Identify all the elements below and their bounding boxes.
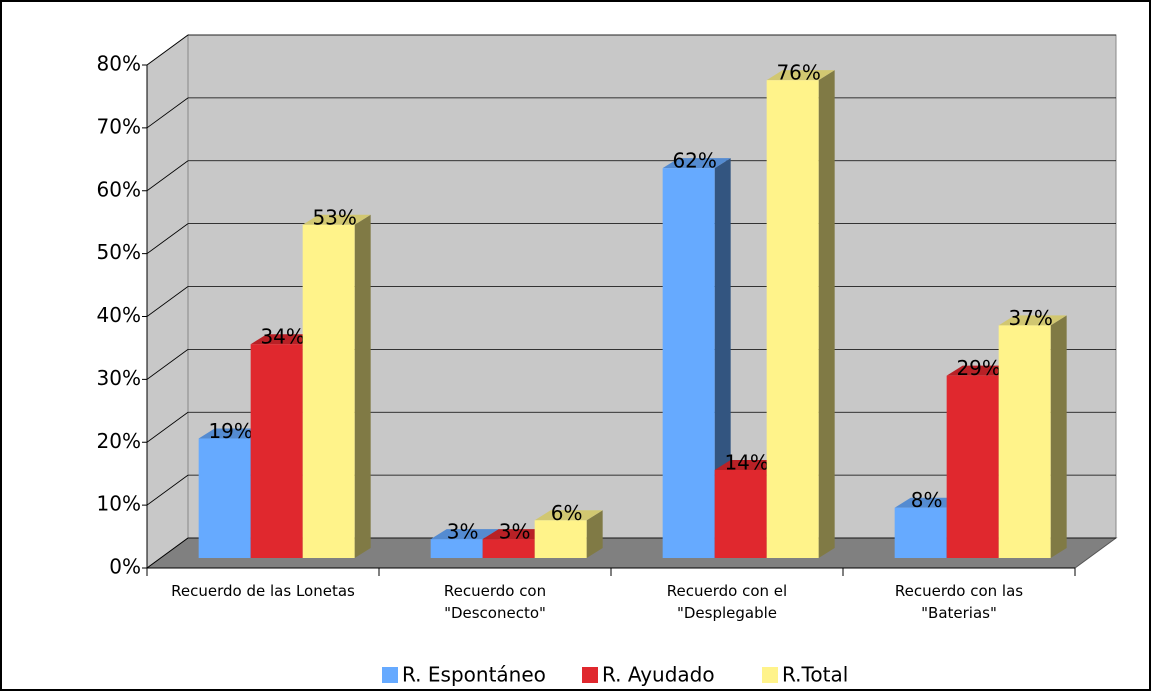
grid-line [146, 286, 189, 317]
y-tick-label: 40% [97, 303, 141, 327]
bar [482, 539, 535, 558]
bar-side [586, 510, 603, 558]
data-label: 3% [499, 520, 531, 544]
bar-top [714, 459, 783, 470]
grid-line [146, 411, 189, 443]
bar [534, 520, 587, 558]
legend-swatch [762, 667, 778, 683]
y-tick-label: 20% [97, 429, 141, 453]
legend-swatch [382, 667, 398, 683]
y-tick-label: 0% [109, 555, 141, 579]
x-tick-label: Recuerdo con el "Desplegable [666, 582, 788, 622]
bar-top [662, 158, 731, 169]
bar [430, 539, 483, 558]
bar-top [430, 529, 499, 540]
data-label: 29% [956, 356, 1000, 380]
grid-line [146, 223, 189, 254]
bar [766, 80, 819, 559]
data-label: 14% [724, 450, 768, 474]
bar [714, 469, 767, 558]
bar-top [946, 365, 1015, 376]
bar-top [198, 428, 267, 439]
grid-line [146, 34, 189, 66]
bar-top [766, 70, 835, 81]
bar-side [354, 214, 371, 558]
data-label: 62% [672, 149, 716, 173]
bar-top [482, 529, 551, 540]
y-tick-label: 30% [97, 366, 141, 390]
bar [998, 325, 1051, 558]
data-label: 34% [260, 325, 304, 349]
legend-label: R.Total [782, 663, 848, 687]
bar-top [250, 334, 319, 345]
bar-top [534, 510, 603, 521]
y-tick-label: 10% [97, 492, 141, 516]
data-label: 76% [776, 61, 820, 85]
bar [250, 344, 303, 558]
bar-side [1050, 315, 1067, 558]
bar-side [818, 70, 835, 559]
bar-top [998, 315, 1067, 326]
x-tick-label: Recuerdo con "Desconecto" [443, 582, 547, 622]
grid-line [146, 349, 189, 380]
data-label: 8% [911, 488, 943, 512]
grid-line [146, 160, 189, 192]
y-tick-label: 60% [97, 177, 141, 201]
bar-top [894, 497, 963, 508]
legend-swatch [582, 667, 598, 683]
bar [302, 224, 355, 558]
legend-label: R. Ayudado [602, 663, 715, 687]
y-tick-label: 70% [97, 114, 141, 138]
grid-line [146, 474, 189, 506]
data-label: 53% [312, 205, 356, 229]
x-tick-label: Recuerdo de las Lonetas [171, 582, 355, 600]
bar [894, 507, 947, 558]
data-label: 6% [551, 501, 583, 525]
y-tick-label: 50% [97, 240, 141, 264]
legend-label: R. Espontáneo [402, 663, 546, 687]
data-label: 19% [208, 419, 252, 443]
grid-line [146, 97, 189, 129]
bar [662, 168, 715, 559]
data-label: 3% [447, 520, 479, 544]
data-label: 37% [1008, 306, 1052, 330]
bar [198, 438, 251, 558]
grid-line [146, 537, 189, 569]
bar [946, 375, 999, 558]
bar-top [302, 214, 371, 225]
y-tick-label: 80% [97, 52, 141, 76]
bar-side [714, 158, 731, 559]
x-tick-label: Recuerdo con las "Baterias" [894, 582, 1024, 622]
